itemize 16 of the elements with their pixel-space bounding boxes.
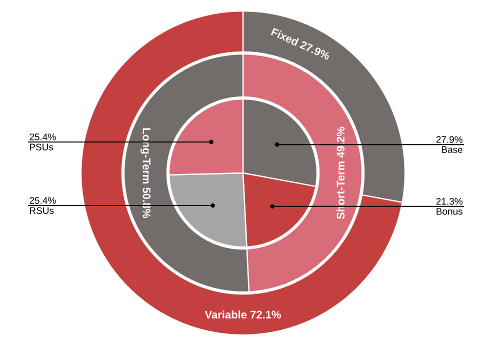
data-label: 50.8%: [142, 188, 150, 218]
data-label: 27.9%: [300, 41, 330, 60]
data-label: 27.9%: [436, 136, 462, 143]
slice-label: Bonus: [436, 208, 462, 215]
data-label: 21.3%: [436, 198, 462, 205]
data-label: 25.4%: [30, 134, 56, 140]
slice-label: RSUs: [30, 207, 54, 214]
data-label: 49.2%: [336, 126, 345, 158]
data-label: 25.4%: [30, 197, 56, 204]
slice-label: Base: [442, 146, 462, 153]
slice-label: Long-Term: [140, 128, 150, 184]
slice-label: Variable: [204, 310, 247, 319]
slice-label: Fixed: [270, 28, 299, 46]
slice-label: PSUs: [30, 144, 54, 150]
slice-label: Short-Term: [336, 162, 345, 220]
data-label: 72.1%: [250, 310, 281, 319]
